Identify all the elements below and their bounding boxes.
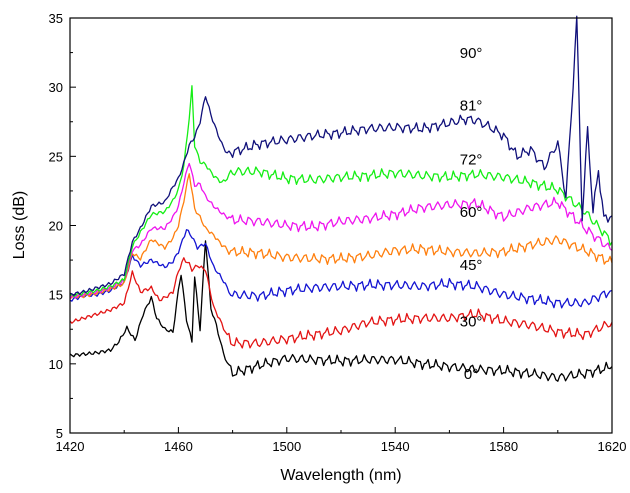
x-axis-title: Wavelength (nm) (280, 467, 401, 484)
y-tick-label: 35 (49, 11, 63, 26)
y-tick-label: 25 (49, 149, 63, 164)
x-tick-label: 1420 (56, 439, 85, 454)
series-line-1 (69, 257, 613, 349)
series-line-4 (69, 162, 613, 300)
tick-labels: 1420 1460 1500 1540 1580 1620 5 10 15 20 25 30 35 (49, 11, 627, 454)
series-line-5 (69, 85, 613, 297)
series-label-4: 72° (460, 152, 483, 169)
series-line-6 (69, 15, 613, 297)
x-tick-label: 1500 (272, 439, 301, 454)
y-tick-label: 20 (49, 219, 63, 234)
y-tick-label: 5 (56, 426, 63, 441)
series-line-2 (69, 229, 613, 309)
series-label-3: 60° (460, 204, 483, 221)
series-label-1: 30° (460, 313, 483, 330)
series-group (69, 15, 613, 382)
series-labels: 0° 30° 45° 60° 72° 81° 90° (460, 45, 483, 383)
y-tick-label: 30 (49, 80, 63, 95)
y-axis-title: Loss (dB) (11, 191, 28, 259)
series-label-0: 0° (464, 366, 478, 383)
series-line-3 (69, 173, 613, 300)
series-label-5: 81° (460, 98, 483, 115)
y-tick-label: 10 (49, 357, 63, 372)
x-tick-label: 1460 (164, 439, 193, 454)
axis-ticks (69, 17, 613, 434)
y-tick-label: 15 (49, 288, 63, 303)
series-label-6: 90° (460, 45, 483, 62)
plot-frame (69, 17, 613, 434)
series-line-0 (69, 240, 613, 382)
x-tick-label: 1580 (489, 439, 518, 454)
x-tick-label: 1540 (381, 439, 410, 454)
x-tick-label: 1620 (598, 439, 627, 454)
series-label-2: 45° (460, 257, 483, 274)
